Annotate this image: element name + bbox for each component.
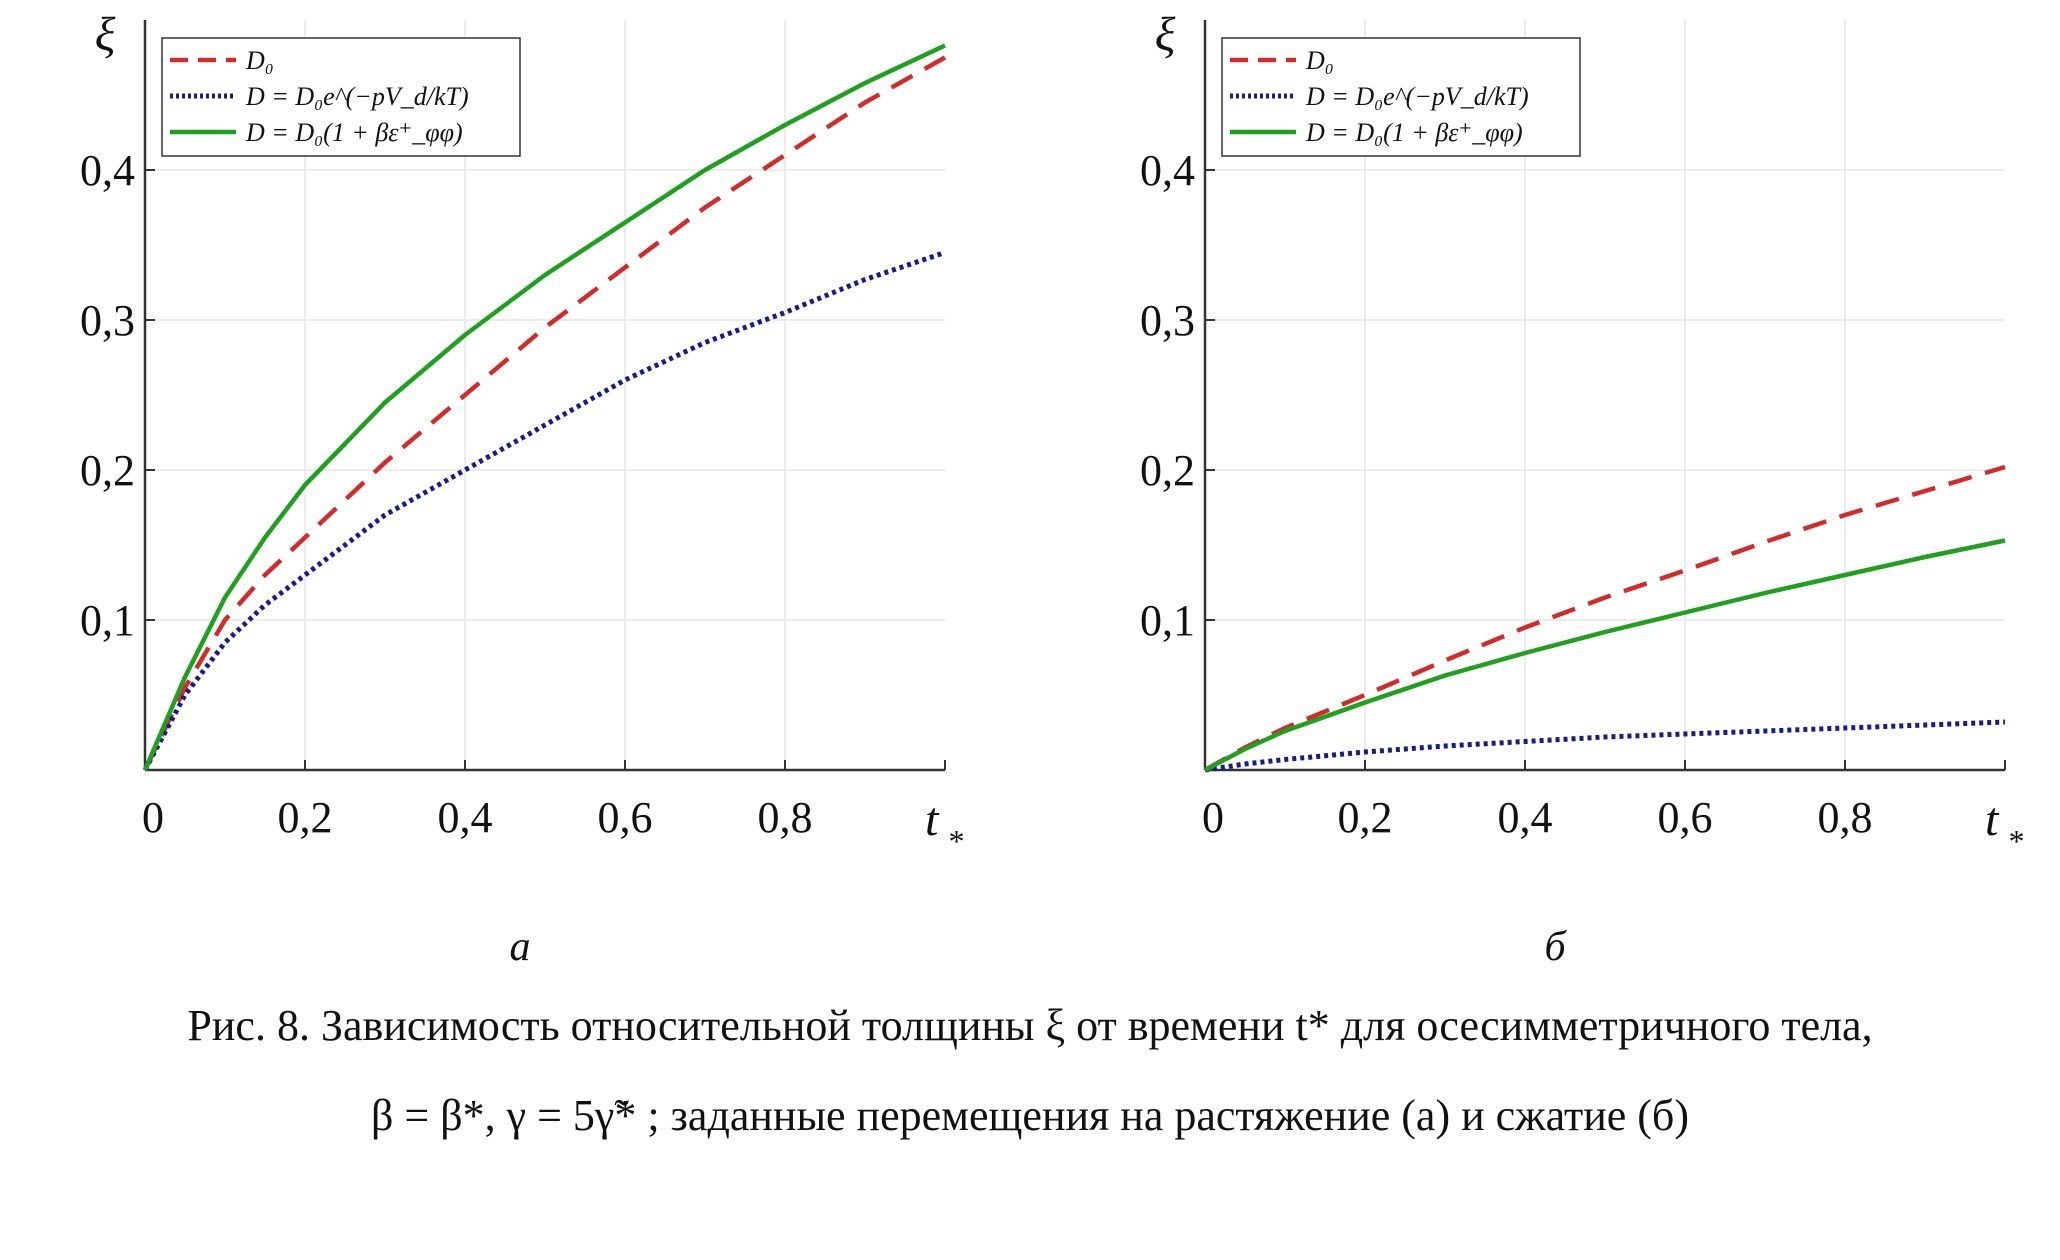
x-tick-label: 0,2 bbox=[278, 793, 333, 842]
x-tick-label: 0,6 bbox=[1658, 793, 1713, 842]
y-tick-label: 0,1 bbox=[1140, 596, 1195, 645]
legend: D₀ D = D₀e^(−pV_d/kT) D = D₀(1 + βε⁺_φφ) bbox=[1221, 37, 1581, 157]
series-line-1 bbox=[1203, 464, 2006, 772]
legend-entry-3: D = D₀(1 + βε⁺_φφ) bbox=[245, 118, 463, 147]
panel-label: б bbox=[1544, 924, 1567, 970]
legend-entry-1: D₀ bbox=[245, 46, 274, 75]
series-line-2 bbox=[1204, 719, 2006, 773]
y-axis-label: ξ bbox=[1155, 8, 1176, 61]
figure-caption-line-2: β = β*, γ = 5γ̃* ; заданные перемещения … bbox=[371, 1091, 1689, 1140]
y-tick-label: 0,2 bbox=[80, 446, 135, 495]
legend-box bbox=[161, 37, 521, 157]
x-tick-label: 0 bbox=[142, 793, 164, 842]
x-tick-label: 0,8 bbox=[1818, 793, 1873, 842]
series-line-1 bbox=[142, 55, 947, 771]
series-line-2 bbox=[142, 250, 946, 772]
x-axis-label: t bbox=[1985, 793, 2000, 846]
y-tick-label: 0,3 bbox=[1140, 296, 1195, 345]
y-tick-label: 0,4 bbox=[1140, 146, 1195, 195]
x-axis-label-subscript: * bbox=[947, 823, 963, 859]
x-axis-label-subscript: * bbox=[2007, 823, 2023, 859]
y-axis-label: ξ bbox=[95, 8, 116, 61]
chart-panel-a: 0 0,2 0,4 0,6 0,8 0,1 0,2 0,3 0,4 ξ t * D₀ D = D₀e^(−… bbox=[80, 8, 963, 970]
figure-caption-line-1: Рис. 8. Зависимость относительной толщин… bbox=[187, 1001, 1873, 1050]
x-tick-label: 0,8 bbox=[758, 793, 813, 842]
series-line-3 bbox=[1203, 538, 2006, 772]
x-tick-label: 0,2 bbox=[1338, 793, 1393, 842]
chart-panel-b: 0 0,2 0,4 0,6 0,8 0,1 0,2 0,3 0,4 ξ t * D₀ D = D₀e^(−… bbox=[1140, 8, 2023, 970]
legend-entry-2: D = D₀e^(−pV_d/kT) bbox=[1305, 82, 1529, 111]
legend-entry-2: D = D₀e^(−pV_d/kT) bbox=[245, 82, 469, 111]
y-tick-label: 0,4 bbox=[80, 146, 135, 195]
y-tick-label: 0,3 bbox=[80, 296, 135, 345]
legend: D₀ D = D₀e^(−pV_d/kT) D = D₀(1 + βε⁺_φφ) bbox=[161, 37, 521, 157]
x-tick-label: 0,4 bbox=[1498, 793, 1553, 842]
y-tick-label: 0,1 bbox=[80, 596, 135, 645]
series-line-3 bbox=[142, 43, 946, 771]
legend-box bbox=[1221, 37, 1581, 157]
legend-entry-3: D = D₀(1 + βε⁺_φφ) bbox=[1305, 118, 1523, 147]
x-tick-label: 0 bbox=[1202, 793, 1224, 842]
legend-entry-1: D₀ bbox=[1305, 46, 1334, 75]
y-tick-label: 0,2 bbox=[1140, 446, 1195, 495]
x-tick-label: 0,4 bbox=[438, 793, 493, 842]
panel-label: а bbox=[510, 924, 531, 970]
x-axis-label: t bbox=[925, 793, 940, 846]
x-tick-label: 0,6 bbox=[598, 793, 653, 842]
